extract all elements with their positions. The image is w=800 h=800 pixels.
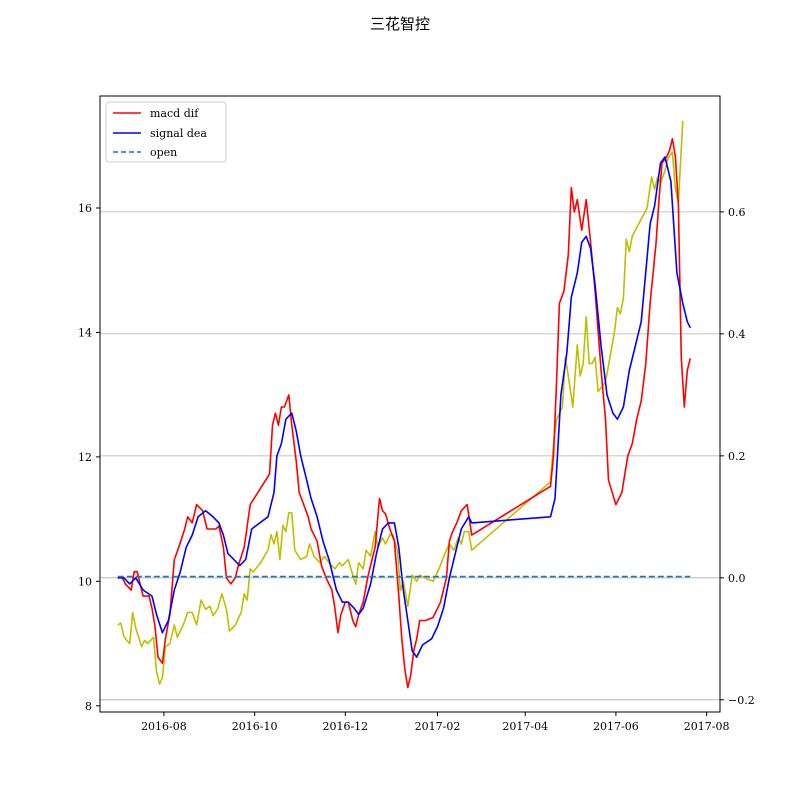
- legend-label-open: open: [150, 146, 177, 159]
- x-tick-label: 2017-06: [593, 720, 639, 733]
- y-left-tick-label: 12: [78, 451, 92, 464]
- y-left-tick-label: 10: [78, 575, 92, 588]
- y-left-tick-label: 16: [78, 202, 92, 215]
- grid: [100, 211, 720, 701]
- x-tick-label: 2017-04: [502, 720, 548, 733]
- y-left-tick-label: 8: [85, 700, 92, 713]
- y-right-tick-label: 0.4: [728, 328, 746, 341]
- axes: 2016-08 2016-10 2016-12 2017-02 2017-04 2017-…: [78, 202, 755, 733]
- y-right-tick-label: 0.6: [728, 206, 746, 219]
- plot-frame: [99, 95, 721, 713]
- series-layer: [117, 120, 692, 689]
- x-tick-label: 2016-12: [322, 720, 368, 733]
- x-tick-label: 2016-08: [141, 720, 187, 733]
- series-line-signal-dea: [117, 156, 692, 658]
- x-tick-label: 2017-02: [415, 720, 461, 733]
- x-tick-label: 2016-10: [232, 720, 278, 733]
- series-line-price: [117, 120, 684, 685]
- x-tick-label: 2017-08: [684, 720, 730, 733]
- legend-label-signal-dea: signal dea: [150, 127, 207, 140]
- legend-label-macd-dif: macd dif: [150, 107, 199, 120]
- chart-title: 三花智控: [370, 15, 430, 33]
- legend: macd dif signal dea open: [105, 101, 227, 163]
- series-line-macd-dif: [117, 137, 692, 689]
- y-right-tick-label: −0.2: [728, 694, 755, 707]
- y-right-tick-label: 0.0: [728, 572, 746, 585]
- y-left-tick-label: 14: [78, 326, 92, 339]
- legend-box: [105, 101, 227, 163]
- y-right-tick-label: 0.2: [728, 450, 746, 463]
